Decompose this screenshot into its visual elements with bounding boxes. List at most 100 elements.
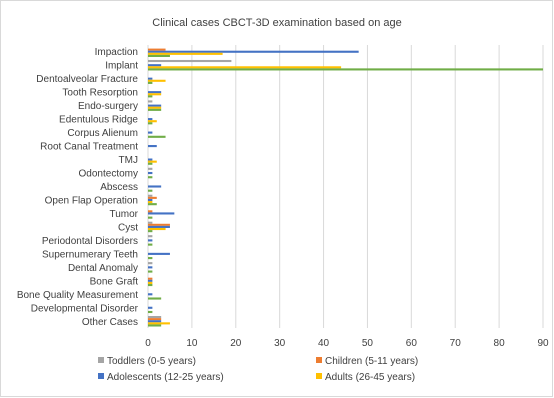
bar	[148, 293, 153, 296]
bar	[148, 122, 153, 125]
bar	[148, 196, 157, 199]
bar	[148, 68, 543, 71]
category-label: Dental Anomaly	[68, 263, 138, 274]
bar	[148, 210, 153, 213]
x-tick-label: 70	[450, 338, 462, 349]
bar	[148, 279, 153, 282]
bar	[148, 198, 153, 202]
bar	[148, 201, 153, 204]
legend-item: Adults (26-45 years)	[316, 372, 415, 383]
category-label: Implant	[105, 61, 138, 72]
category-label: Supernumerary Teeth	[42, 249, 138, 260]
bar	[148, 158, 153, 161]
category-label: Periodontal Disorders	[42, 236, 138, 247]
legend-item: Adolescents (12-25 years)	[98, 372, 224, 383]
legend-label: Children (5-11 years)	[325, 356, 418, 367]
category-label: Root Canal Treatment	[40, 142, 138, 153]
category-label: Tooth Resorption	[62, 88, 138, 99]
category-label: Bone Graft	[90, 276, 139, 287]
x-tick-label: 10	[186, 338, 198, 349]
bar	[148, 310, 153, 314]
bar	[148, 95, 153, 98]
bar	[148, 59, 232, 63]
bar	[148, 262, 153, 265]
bar	[148, 131, 153, 134]
bar	[148, 108, 162, 111]
legend-label: Toddlers (0-5 years)	[107, 356, 196, 367]
bar	[148, 227, 166, 231]
bar	[148, 252, 170, 255]
bar	[148, 239, 153, 242]
bar	[148, 100, 153, 103]
bar	[148, 270, 153, 273]
bar	[148, 243, 153, 246]
x-tick-label: 80	[494, 338, 506, 349]
bar	[148, 176, 153, 179]
x-tick-label: 20	[230, 338, 242, 349]
category-label: Tumor	[109, 209, 138, 220]
bars	[148, 48, 543, 327]
bar	[148, 120, 157, 123]
bar	[148, 52, 223, 55]
bar	[148, 81, 153, 84]
category-labels: Impaction Implant Dentoalveolar Fracture To…	[17, 47, 139, 328]
bar	[148, 316, 162, 319]
x-axis-ticks: 0 10 20 30 40 50 60 70 80 90	[145, 338, 549, 349]
bar	[148, 79, 166, 82]
bar	[148, 230, 153, 233]
category-label: Impaction	[95, 47, 138, 58]
bar	[148, 93, 162, 96]
bar	[148, 50, 359, 53]
bar	[148, 235, 153, 238]
x-tick-label: 40	[318, 338, 330, 349]
bar	[148, 223, 170, 226]
x-tick-label: 50	[362, 338, 374, 349]
bar	[148, 221, 153, 224]
bar	[148, 171, 153, 175]
bar	[148, 135, 166, 138]
bar	[148, 324, 162, 327]
category-label: Cyst	[118, 222, 138, 233]
legend-item: Toddlers (0-5 years)	[98, 356, 196, 367]
category-label: TMJ	[119, 155, 138, 166]
bar	[148, 203, 157, 206]
legend-item: Children (5-11 years)	[316, 356, 418, 367]
bar	[148, 189, 153, 192]
legend-swatch	[98, 373, 104, 379]
bar	[148, 322, 170, 325]
bar	[148, 48, 166, 51]
category-label: Odontectomy	[79, 169, 138, 180]
x-tick-label: 90	[537, 338, 549, 349]
bar	[148, 212, 175, 215]
bar	[148, 225, 170, 228]
legend: Toddlers (0-5 years) Children (5-11 years…	[98, 356, 418, 383]
category-label: Abscess	[100, 182, 138, 193]
bar	[148, 306, 153, 309]
bar	[148, 145, 157, 148]
bar	[148, 297, 162, 300]
bar	[148, 77, 153, 80]
bar	[148, 118, 153, 121]
category-label: Corpus Alienum	[67, 128, 138, 139]
bar	[148, 185, 162, 188]
bar	[148, 167, 153, 170]
category-label: Edentulous Ridge	[59, 115, 138, 126]
bar	[148, 194, 153, 197]
category-label: Other Cases	[82, 317, 138, 328]
bar	[148, 281, 153, 284]
chart-title: Clinical cases CBCT-3D examination based…	[152, 17, 401, 29]
bar	[148, 320, 162, 323]
legend-label: Adolescents (12-25 years)	[107, 372, 224, 383]
legend-swatch	[316, 357, 322, 363]
bar	[148, 283, 153, 287]
legend-swatch	[316, 373, 322, 379]
bar	[148, 277, 153, 280]
category-label: Bone Quality Measurement	[17, 290, 138, 301]
category-label: Dentoalveolar Fracture	[36, 74, 138, 85]
bar	[148, 318, 162, 321]
x-tick-label: 30	[274, 338, 286, 349]
bar	[148, 162, 153, 165]
x-tick-label: 60	[406, 338, 418, 349]
